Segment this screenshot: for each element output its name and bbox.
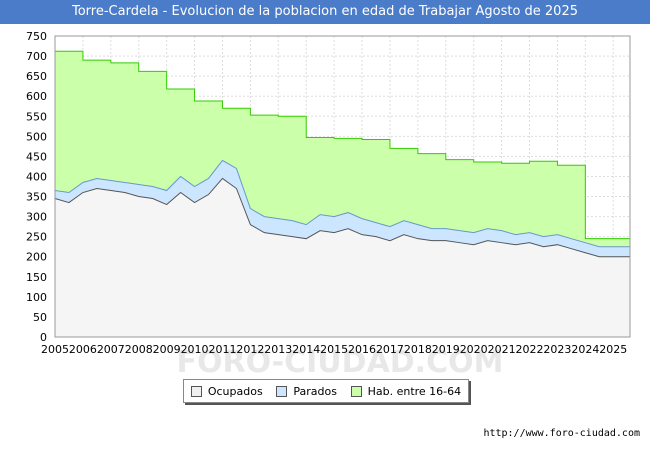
x-tick-label: 2011	[208, 343, 236, 356]
legend-item-parados: Parados	[276, 385, 337, 398]
legend-label-parados: Parados	[293, 384, 337, 398]
x-tick-label: 2021	[488, 343, 516, 356]
y-tick-label: 400	[26, 170, 47, 183]
y-tick-label: 200	[26, 251, 47, 264]
y-tick-label: 0	[40, 331, 47, 344]
y-tick-label: 300	[26, 211, 47, 224]
legend-item-hab: Hab. entre 16-64	[350, 384, 462, 398]
plot-frame	[54, 35, 631, 338]
ocupados-area	[55, 178, 630, 337]
y-tick-label: 250	[26, 231, 47, 244]
x-tick-label: 2020	[460, 343, 488, 356]
x-tick-label: 2010	[181, 343, 209, 356]
x-tick-label: 2008	[125, 343, 153, 356]
y-tick-label: 50	[33, 311, 47, 324]
x-tick-label: 2016	[348, 343, 376, 356]
y-tick-label: 700	[26, 50, 47, 63]
x-tick-label: 2024	[571, 343, 599, 356]
x-tick-label: 2025	[599, 343, 627, 356]
x-tick-label: 2018	[404, 343, 432, 356]
y-tick-label: 650	[26, 70, 47, 83]
ocupados-line	[54, 177, 630, 258]
x-tick-label: 2009	[153, 343, 181, 356]
x-tick-label: 2022	[516, 343, 544, 356]
x-tick-label: 2005	[41, 343, 69, 356]
legend-item-ocupados: Ocupados	[190, 384, 263, 398]
x-tick-label: 2023	[543, 343, 571, 356]
y-tick-label: 450	[26, 150, 47, 163]
watermark: FORO-CIUDAD.COM	[177, 345, 504, 380]
legend-swatch-ocupados	[190, 385, 202, 397]
legend-swatch-parados	[276, 385, 288, 397]
legend-label-hab: Hab. entre 16-64	[367, 384, 462, 398]
legend-swatch-hab	[350, 385, 362, 397]
y-tick-label: 150	[26, 271, 47, 284]
legend-label-ocupados: Ocupados	[207, 384, 263, 398]
y-tick-label: 750	[26, 30, 47, 43]
y-tick-label: 350	[26, 191, 47, 204]
x-tick-label: 2017	[376, 343, 404, 356]
chart-title: Torre-Cardela - Evolucion de la poblacio…	[0, 0, 650, 24]
y-tick-label: 500	[26, 130, 47, 143]
y-tick-label: 600	[26, 90, 47, 103]
x-tick-label: 2007	[97, 343, 125, 356]
x-tick-label: 2019	[432, 343, 460, 356]
x-tick-label: 2014	[292, 343, 320, 356]
x-tick-label: 2006	[69, 343, 97, 356]
x-tick-label: 2013	[264, 343, 292, 356]
y-axis-ticks: 0 50 100 150 200 250 300 350 400 450 500 550 600 650 7…	[26, 30, 47, 344]
hab-16-64-line	[55, 50, 630, 240]
source-url[interactable]: http://www.foro-ciudad.com	[483, 428, 640, 439]
parados-line	[54, 159, 630, 248]
y-tick-label: 100	[26, 291, 47, 304]
x-axis-ticks: 2005 2006 2007 2008 2009 2010 2011 2012 2013 2014…	[41, 343, 627, 356]
x-tick-label: 2015	[320, 343, 348, 356]
legend: Ocupados Parados Hab. entre 16-64	[183, 379, 469, 403]
x-tick-label: 2012	[236, 343, 264, 356]
y-tick-label: 550	[26, 110, 47, 123]
